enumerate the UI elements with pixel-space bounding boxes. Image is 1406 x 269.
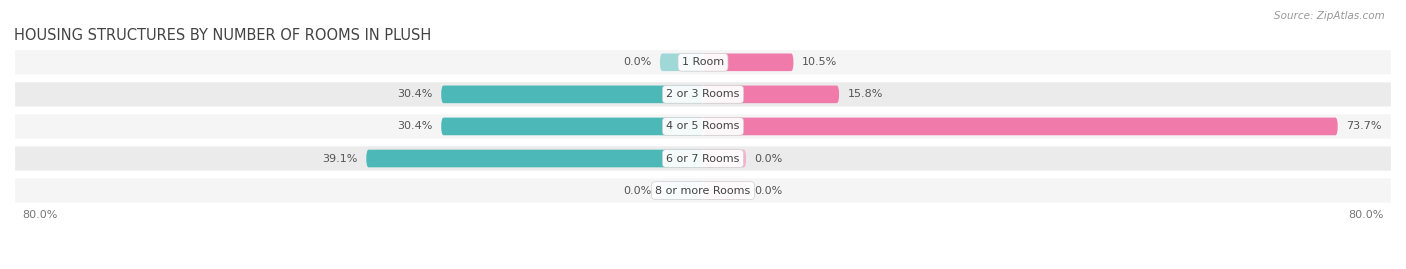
FancyBboxPatch shape [14, 49, 1392, 75]
FancyBboxPatch shape [703, 182, 747, 199]
FancyBboxPatch shape [14, 81, 1392, 108]
Text: HOUSING STRUCTURES BY NUMBER OF ROOMS IN PLUSH: HOUSING STRUCTURES BY NUMBER OF ROOMS IN… [14, 28, 432, 43]
Text: 6 or 7 Rooms: 6 or 7 Rooms [666, 154, 740, 164]
FancyBboxPatch shape [659, 182, 703, 199]
Text: 39.1%: 39.1% [322, 154, 357, 164]
Text: 0.0%: 0.0% [623, 186, 651, 196]
Text: 1 Room: 1 Room [682, 57, 724, 67]
Text: 2 or 3 Rooms: 2 or 3 Rooms [666, 89, 740, 99]
FancyBboxPatch shape [659, 54, 703, 71]
Text: 30.4%: 30.4% [398, 89, 433, 99]
FancyBboxPatch shape [703, 86, 839, 103]
Text: 30.4%: 30.4% [398, 121, 433, 132]
Text: 10.5%: 10.5% [801, 57, 838, 67]
Text: 0.0%: 0.0% [623, 57, 651, 67]
FancyBboxPatch shape [14, 178, 1392, 204]
FancyBboxPatch shape [703, 150, 747, 167]
Text: Source: ZipAtlas.com: Source: ZipAtlas.com [1274, 11, 1385, 21]
Text: 15.8%: 15.8% [848, 89, 883, 99]
Text: 0.0%: 0.0% [755, 186, 783, 196]
Text: 73.7%: 73.7% [1347, 121, 1382, 132]
FancyBboxPatch shape [441, 86, 703, 103]
Text: 80.0%: 80.0% [22, 210, 58, 221]
Text: 4 or 5 Rooms: 4 or 5 Rooms [666, 121, 740, 132]
FancyBboxPatch shape [703, 118, 1337, 135]
FancyBboxPatch shape [14, 113, 1392, 140]
FancyBboxPatch shape [367, 150, 703, 167]
FancyBboxPatch shape [703, 54, 793, 71]
FancyBboxPatch shape [441, 118, 703, 135]
FancyBboxPatch shape [14, 145, 1392, 172]
Text: 80.0%: 80.0% [1348, 210, 1384, 221]
Text: 0.0%: 0.0% [755, 154, 783, 164]
Text: 8 or more Rooms: 8 or more Rooms [655, 186, 751, 196]
